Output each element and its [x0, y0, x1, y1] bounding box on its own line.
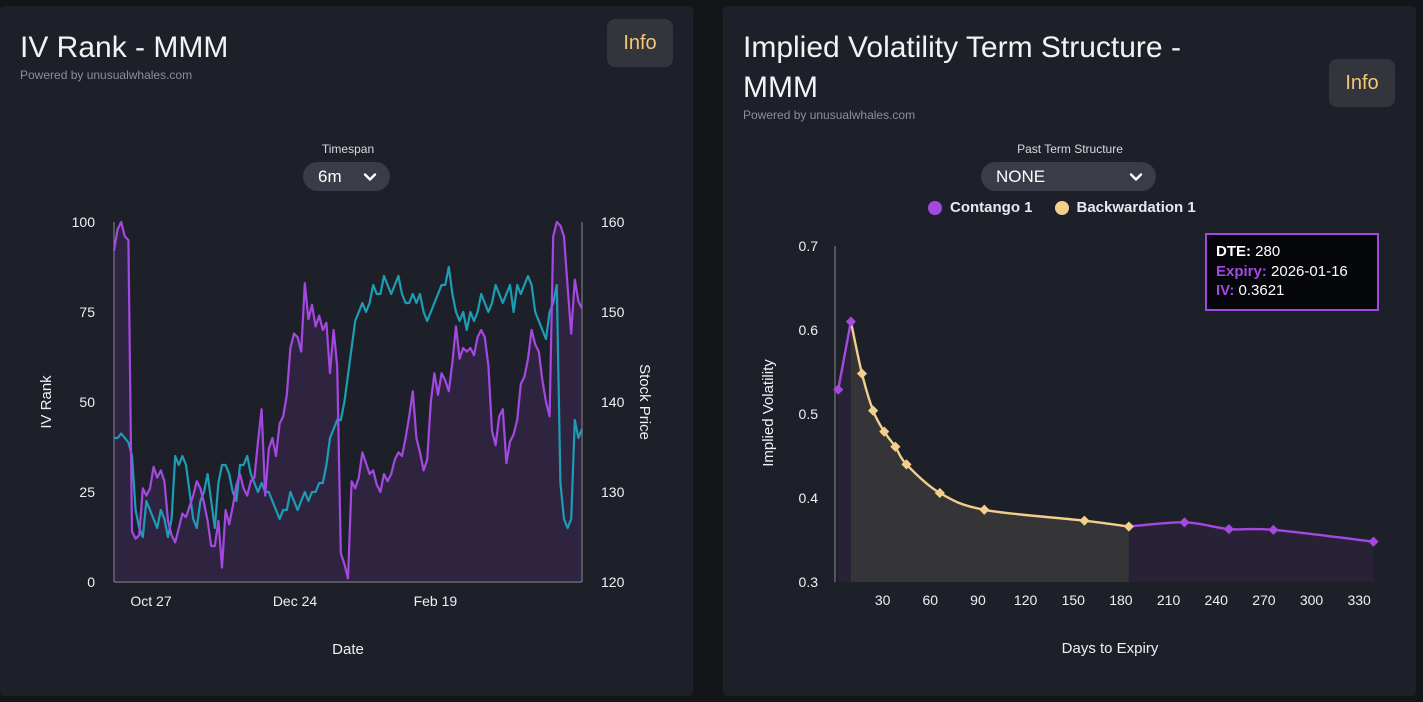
- page-title: Implied Volatility Term Structure -: [743, 31, 1181, 64]
- y-tick-label: 50: [79, 394, 95, 410]
- backwardation-line: [849, 321, 1130, 528]
- x-tick-label: 150: [1062, 592, 1086, 608]
- chevron-down-icon: [1129, 173, 1143, 181]
- y-tick-label: 100: [72, 214, 96, 230]
- y-tick-label: 0.6: [799, 322, 819, 338]
- legend-backwardation[interactable]: Backwardation 1: [1054, 199, 1196, 216]
- legend-label: Backwardation 1: [1076, 199, 1196, 216]
- timespan-select[interactable]: 6m: [303, 162, 390, 191]
- legend-label: Contango 1: [950, 199, 1033, 216]
- y-tick-label: 0.5: [799, 406, 819, 422]
- iv-rank-card: IV Rank - MMM Powered by unusualwhales.c…: [0, 6, 693, 696]
- timespan-value: 6m: [318, 166, 342, 186]
- chevron-down-icon: [363, 173, 377, 181]
- data-point-marker: [845, 316, 856, 327]
- x-tick-label: 300: [1300, 592, 1324, 608]
- segment-area: [850, 321, 1129, 582]
- y-tick-label: 0.4: [799, 490, 819, 506]
- x-tick-label: 330: [1347, 592, 1371, 608]
- tooltip-expiry-value: 2026-01-16: [1271, 262, 1348, 280]
- iv-rank-area: [114, 222, 582, 582]
- x-tick-label: Oct 27: [130, 593, 171, 609]
- segment-area: [838, 321, 851, 582]
- y2-tick-label: 140: [601, 394, 625, 410]
- x-tick-label: 180: [1109, 592, 1133, 608]
- legend-dot: [1054, 200, 1069, 215]
- data-point-marker: [1268, 524, 1279, 535]
- past-term-value: NONE: [996, 166, 1046, 186]
- y2-tick-label: 120: [601, 574, 625, 590]
- iv-rank-chart: 100 75 50 25 0 160 150 140 130 120 Oct 27 Dec 24 Feb…: [38, 214, 653, 658]
- legend-contango[interactable]: Contango 1: [928, 199, 1033, 216]
- chart-tooltip: DTE: 280 Expiry: 2026-01-16 IV: 0.3621: [1205, 233, 1379, 311]
- x-tick-label: 30: [875, 592, 891, 608]
- iv-rank-line: [112, 220, 583, 580]
- tooltip-iv-value: 0.3621: [1238, 282, 1285, 299]
- data-point-marker: [1368, 536, 1379, 547]
- past-term-label: Past Term Structure: [1017, 142, 1123, 156]
- x-tick-label: 270: [1252, 592, 1276, 608]
- data-point-marker: [979, 504, 990, 515]
- page-title: IV Rank - MMM: [20, 31, 229, 64]
- tooltip-dte-value: 280: [1255, 243, 1281, 260]
- stock-price-line: [114, 265, 584, 539]
- x-tick-label: 210: [1157, 592, 1181, 608]
- y2-tick-label: 130: [601, 484, 625, 500]
- y2-axis-title: Stock Price: [636, 364, 653, 440]
- tooltip-dte-label: DTE:: [1216, 243, 1251, 260]
- term-structure-chart: 0.3 0.4 0.5 0.6 0.7 30 60 90 120 150 180 210 240 270 3…: [760, 238, 1379, 657]
- segment-area: [1128, 522, 1374, 582]
- y-tick-label: 75: [79, 304, 95, 320]
- chart-legend: Contango 1 Backwardation 1: [928, 199, 1196, 216]
- y2-tick-label: 160: [601, 214, 625, 230]
- x-tick-label: Dec 24: [273, 593, 318, 609]
- y-tick-label: 0.3: [799, 574, 819, 590]
- powered-by: Powered by unusualwhales.com: [20, 68, 193, 82]
- x-tick-label: 90: [970, 592, 986, 608]
- y-axis-title: Implied Volatility: [760, 359, 777, 467]
- data-point-marker: [856, 368, 868, 379]
- timespan-label: Timespan: [321, 142, 375, 156]
- page-title-ticker: MMM: [743, 71, 818, 104]
- x-tick-label: 120: [1014, 592, 1038, 608]
- x-axis-title: Date: [332, 641, 364, 658]
- powered-by: Powered by unusualwhales.com: [743, 108, 916, 122]
- x-tick-label: 60: [923, 592, 939, 608]
- y2-tick-label: 150: [601, 304, 625, 320]
- term-structure-card: Implied Volatility Term Structure - MMM …: [723, 6, 1416, 696]
- info-button[interactable]: Info: [607, 19, 673, 67]
- x-axis-title: Days to Expiry: [1062, 640, 1159, 657]
- x-tick-label: Feb 19: [414, 593, 458, 609]
- tooltip-iv-label: IV:: [1216, 282, 1235, 299]
- y-tick-label: 0.7: [799, 238, 819, 254]
- y-axis-title: IV Rank: [38, 375, 55, 429]
- tooltip-expiry-label: Expiry:: [1216, 262, 1267, 280]
- info-button[interactable]: Info: [1329, 59, 1395, 107]
- x-tick-label: 240: [1205, 592, 1229, 608]
- y-tick-label: 25: [79, 484, 95, 500]
- y-tick-label: 0: [87, 574, 95, 590]
- legend-dot: [928, 200, 942, 215]
- past-term-select[interactable]: NONE: [981, 162, 1156, 191]
